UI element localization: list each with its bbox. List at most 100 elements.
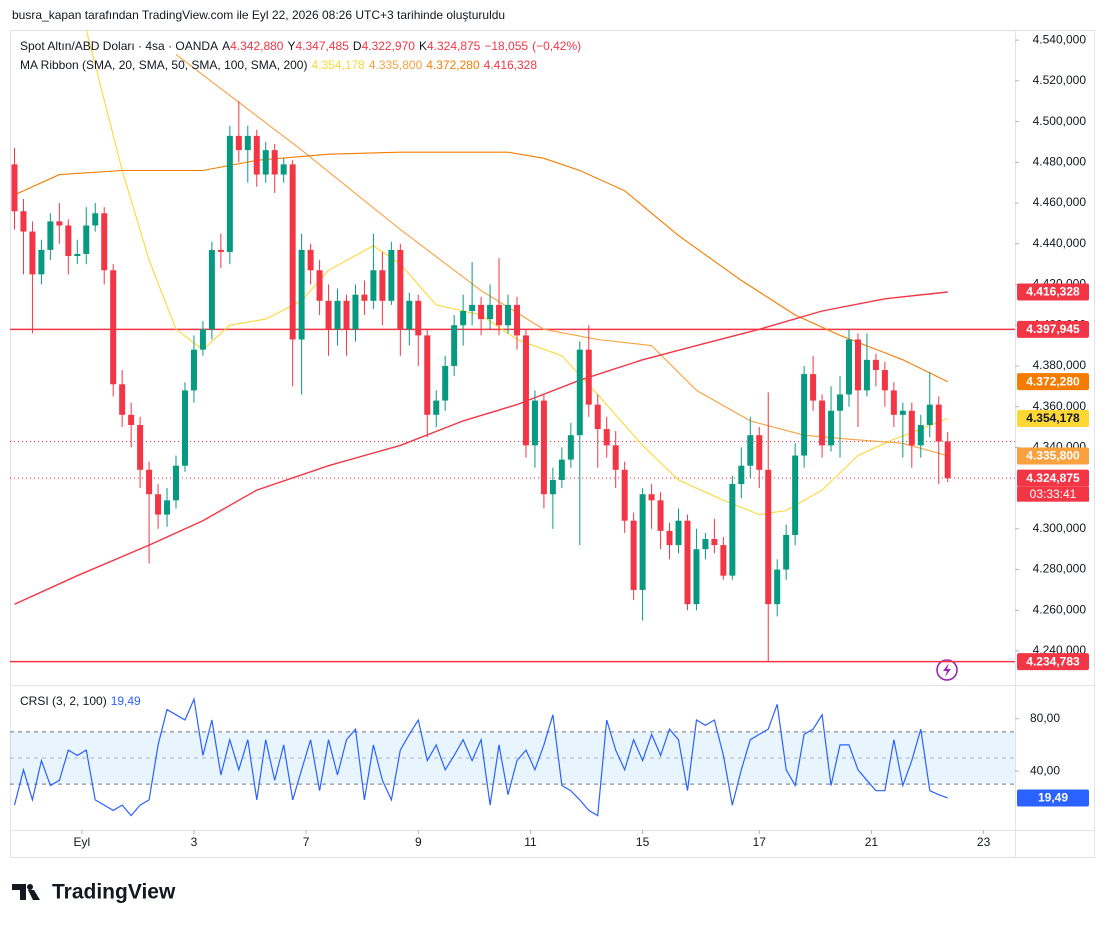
candle-body (271, 150, 278, 175)
candle-body (935, 404, 942, 442)
main-pane (10, 30, 1015, 663)
candle-body (190, 349, 197, 391)
price-tag (1017, 283, 1089, 301)
candle-body (666, 530, 673, 546)
candle-body (289, 164, 296, 340)
candle-body (908, 410, 915, 446)
candle-body (738, 465, 745, 485)
ma-title: MA Ribbon (SMA, 20, SMA, 50, SMA, 100, S… (20, 58, 308, 72)
x-tick-label: Eyl (73, 835, 90, 849)
candle-body (65, 225, 72, 257)
price-tag (1017, 469, 1089, 487)
candle-body (20, 211, 27, 232)
price-tag (1017, 373, 1089, 391)
candle-body (11, 164, 18, 212)
candle-body (307, 249, 314, 271)
candle-body (74, 253, 81, 257)
candle-body (854, 339, 861, 391)
ma-value: 4.335,800 (368, 58, 423, 72)
x-tick-label: 9 (415, 835, 422, 849)
x-tick-label: 11 (524, 835, 537, 849)
logo-text: TradingView (52, 881, 176, 904)
candle-body (235, 135, 242, 151)
candle-body (756, 435, 763, 470)
candle-body (630, 520, 637, 590)
candle-body (837, 394, 844, 411)
crsi-pane (10, 696, 1015, 817)
change-pct: (−0,42%) (532, 39, 582, 53)
candle-body (397, 249, 404, 330)
candle-body (765, 469, 772, 605)
price-tag (1017, 320, 1089, 338)
crsi-line (13, 696, 948, 817)
candle-body (594, 404, 601, 430)
logo: TradingView (12, 881, 176, 904)
candle-body (747, 435, 754, 466)
candle-body (702, 539, 709, 550)
candle-body (199, 329, 206, 350)
price-tag-label: 19,49 (1038, 791, 1068, 805)
candle-body (83, 225, 90, 254)
candle-body (828, 410, 835, 446)
candle-body (280, 164, 287, 175)
price-tag-label: 4.324,875 (1026, 471, 1080, 485)
candle-body (648, 494, 655, 501)
candle-body (801, 374, 808, 456)
candle-body (352, 294, 359, 330)
candle-body (388, 249, 395, 301)
candle-body (56, 221, 63, 226)
price-tag-label: 4.234,783 (1026, 654, 1080, 668)
candle-body (208, 249, 215, 330)
candle-body (612, 445, 619, 470)
candle-body (415, 300, 422, 336)
candle-body (424, 335, 431, 415)
candle-body (522, 335, 529, 446)
candle-body (675, 520, 682, 546)
y-tick-label: 4.460,000 (1033, 195, 1087, 209)
y-tick-label: 4.380,000 (1033, 358, 1087, 372)
candle-body (872, 359, 879, 371)
candle-body (29, 231, 36, 275)
candle-body (549, 479, 556, 495)
candle-body (469, 304, 476, 311)
price-tag (1017, 447, 1089, 465)
candle-body (155, 494, 162, 515)
candle-body (944, 441, 951, 479)
candle-body (343, 300, 350, 330)
ma-line (175, 53, 948, 457)
candle-body (863, 359, 870, 391)
ma-line (14, 291, 948, 605)
y-tick-label: 4.360,000 (1033, 399, 1087, 413)
crsi-legend: CRSI (3, 2, 100) 19,49 (20, 694, 145, 708)
x-tick-label: 23 (977, 835, 991, 849)
candle-body (316, 270, 323, 301)
candle-body (460, 310, 467, 326)
ohlc-value: 4.324,875 (426, 39, 481, 53)
symbol: Spot Altın/ABD Doları · 4sa · OANDA (20, 39, 219, 53)
candle-body (899, 410, 906, 415)
candle-body (361, 294, 368, 301)
candle-body (603, 429, 610, 446)
candle-body (917, 424, 924, 446)
ma-value: 4.354,178 (311, 58, 365, 72)
candle-body (406, 300, 413, 330)
y-tick-label: 4.300,000 (1033, 521, 1087, 535)
crsi-title: CRSI (3, 2, 100) (20, 694, 107, 708)
candle-body (505, 304, 512, 326)
price-tag-label: 4.354,178 (1026, 411, 1080, 425)
x-tick-label: 7 (303, 835, 310, 849)
candle-body (711, 539, 718, 546)
ohlc-value: 4.342,880 (230, 39, 284, 53)
y-tick-label: 4.280,000 (1033, 562, 1087, 576)
candle-body (810, 374, 817, 401)
candle-body (128, 414, 135, 425)
candle-body (890, 390, 897, 415)
ohlc-value: 4.347,485 (295, 39, 349, 53)
ma-value: 4.372,280 (426, 58, 480, 72)
candle-body (558, 459, 565, 480)
candle-body (567, 435, 574, 460)
candle-body (684, 520, 691, 605)
candle-body (379, 270, 386, 301)
x-tick-label: 15 (636, 835, 650, 849)
ohlc-key: K (418, 39, 427, 53)
